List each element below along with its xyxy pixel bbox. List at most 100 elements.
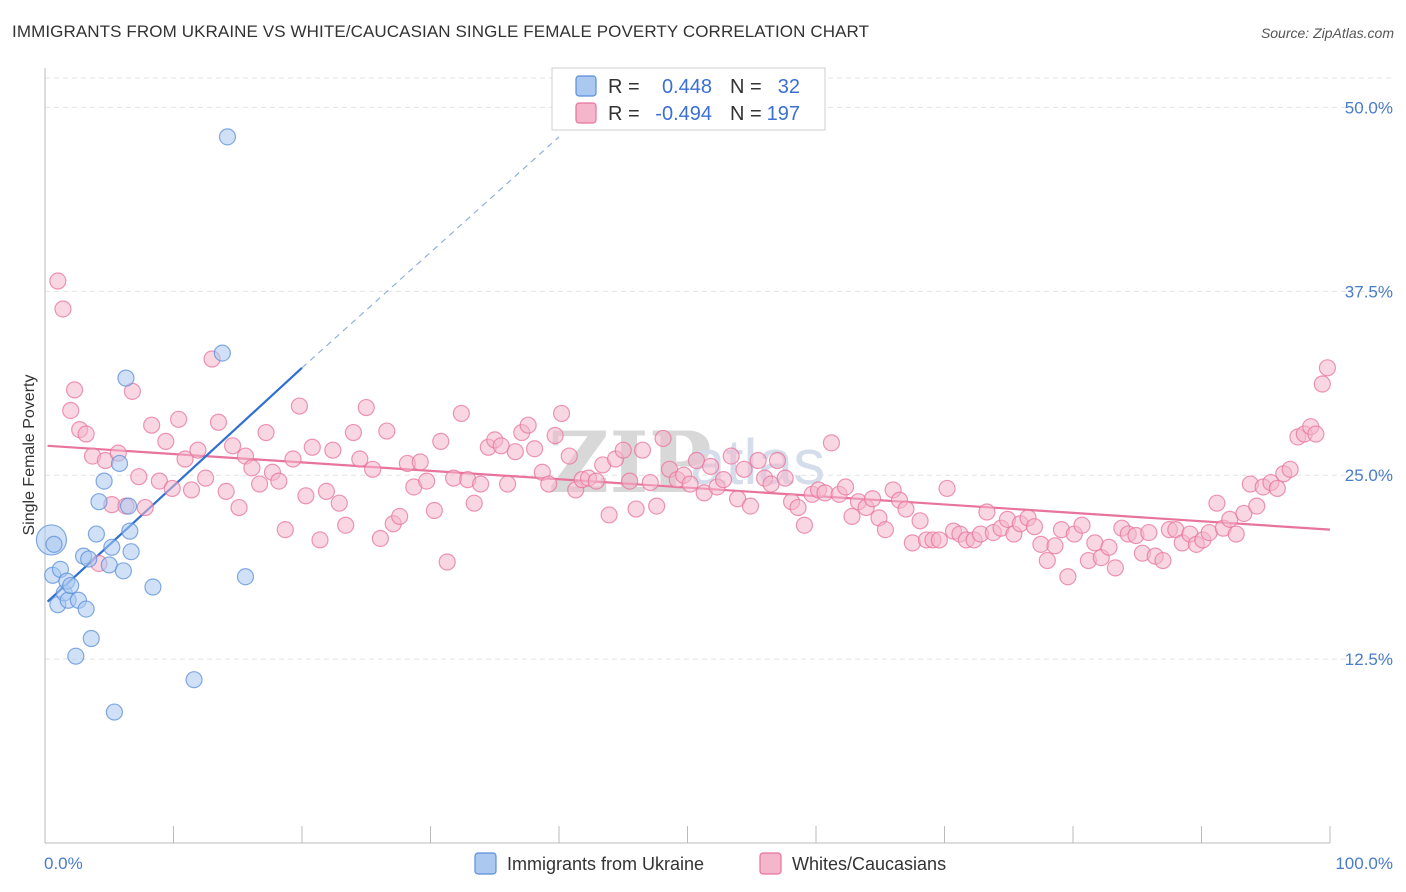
- point-white: [330, 494, 348, 512]
- point-white: [876, 521, 894, 539]
- point-white: [351, 450, 369, 468]
- legend-box: R = 0.448 N = 32 R = -0.494 N = 197: [551, 67, 826, 131]
- point-white: [600, 506, 618, 524]
- point-white: [722, 447, 740, 465]
- point-white: [364, 460, 382, 478]
- point-white: [1100, 538, 1118, 556]
- point-white: [176, 450, 194, 468]
- point-white: [257, 423, 275, 442]
- point-white: [230, 498, 248, 517]
- point-ukraine: [95, 472, 113, 490]
- point-white: [749, 451, 767, 470]
- bottom-legend: Immigrants from Ukraine Whites/Caucasian…: [474, 852, 946, 875]
- point-white: [552, 404, 571, 423]
- point-white: [391, 507, 409, 526]
- point-ukraine: [119, 497, 138, 515]
- point-white: [816, 484, 834, 502]
- legend-swatch-ukraine: [575, 75, 597, 97]
- data-points: [35, 128, 1337, 721]
- point-white: [648, 497, 666, 515]
- point-white: [546, 426, 564, 445]
- point-white: [641, 473, 659, 492]
- chart-source: Source: ZipAtlas.com: [1260, 25, 1394, 41]
- point-white: [735, 460, 753, 478]
- point-ukraine: [77, 600, 95, 618]
- point-white: [1227, 525, 1245, 543]
- point-ukraine: [185, 671, 203, 689]
- point-white: [344, 423, 362, 442]
- point-white: [863, 490, 882, 508]
- point-white: [1059, 568, 1077, 586]
- point-white: [540, 475, 558, 493]
- point-ukraine: [103, 538, 121, 556]
- point-white: [789, 498, 807, 517]
- point-ukraine: [122, 543, 140, 561]
- point-white: [1268, 479, 1286, 498]
- point-white: [897, 500, 915, 518]
- point-white: [438, 553, 456, 571]
- point-ukraine: [82, 629, 100, 648]
- point-white: [614, 441, 632, 459]
- point-ukraine: [90, 493, 108, 511]
- point-white: [903, 534, 921, 552]
- point-white: [297, 487, 315, 505]
- point-white: [741, 497, 760, 515]
- point-ukraine: [144, 578, 162, 596]
- point-ukraine: [80, 550, 98, 568]
- point-ukraine: [213, 344, 231, 362]
- point-white: [452, 404, 470, 423]
- legend-r-value-ukraine: 0.448: [662, 76, 712, 98]
- point-white: [243, 459, 261, 477]
- point-white: [189, 441, 207, 459]
- point-white: [1046, 537, 1064, 555]
- point-white: [324, 441, 342, 459]
- point-ukraine: [121, 522, 139, 540]
- point-white: [633, 441, 652, 459]
- point-white: [729, 490, 747, 508]
- point-white: [284, 450, 302, 468]
- chart-title: IMMIGRANTS FROM UKRAINE VS WHITE/CAUCASI…: [12, 22, 870, 41]
- point-white: [654, 429, 672, 448]
- point-white: [337, 516, 355, 534]
- legend-n-label-white: N =: [730, 103, 762, 125]
- point-white: [378, 422, 396, 440]
- point-white: [1281, 460, 1299, 478]
- point-white: [714, 471, 733, 489]
- bottom-legend-white: Whites/Caucasians: [792, 854, 946, 874]
- bottom-legend-swatch-ukraine: [474, 852, 497, 875]
- point-white: [290, 397, 309, 415]
- point-white: [130, 468, 148, 486]
- point-white: [77, 425, 95, 443]
- point-white: [1140, 523, 1158, 542]
- point-white: [250, 475, 269, 493]
- point-white: [157, 432, 175, 450]
- y-tick-label: 12.5%: [1345, 650, 1393, 669]
- point-ukraine: [114, 562, 132, 580]
- legend-r-label-white: R =: [608, 103, 640, 125]
- point-white: [499, 475, 517, 493]
- point-white: [1318, 359, 1337, 377]
- point-white: [587, 472, 605, 490]
- point-ukraine: [62, 576, 80, 595]
- point-white: [371, 529, 389, 548]
- point-white: [143, 416, 161, 434]
- point-white: [270, 472, 288, 490]
- point-white: [525, 440, 544, 458]
- point-white: [1248, 497, 1266, 515]
- point-white: [1313, 375, 1331, 393]
- point-white: [1025, 518, 1044, 536]
- point-white: [276, 521, 294, 539]
- point-white: [1208, 494, 1226, 512]
- trend-line-ukraine-extension: [301, 136, 560, 369]
- y-tick-label: 25.0%: [1345, 466, 1393, 485]
- point-white: [465, 494, 483, 512]
- point-white: [930, 531, 948, 549]
- legend-n-label-ukraine: N =: [730, 76, 762, 98]
- y-tick-label: 37.5%: [1345, 282, 1393, 301]
- point-white: [224, 437, 242, 455]
- point-white: [795, 516, 814, 534]
- point-white: [1073, 516, 1091, 534]
- point-ukraine: [236, 568, 255, 586]
- point-white: [681, 475, 699, 493]
